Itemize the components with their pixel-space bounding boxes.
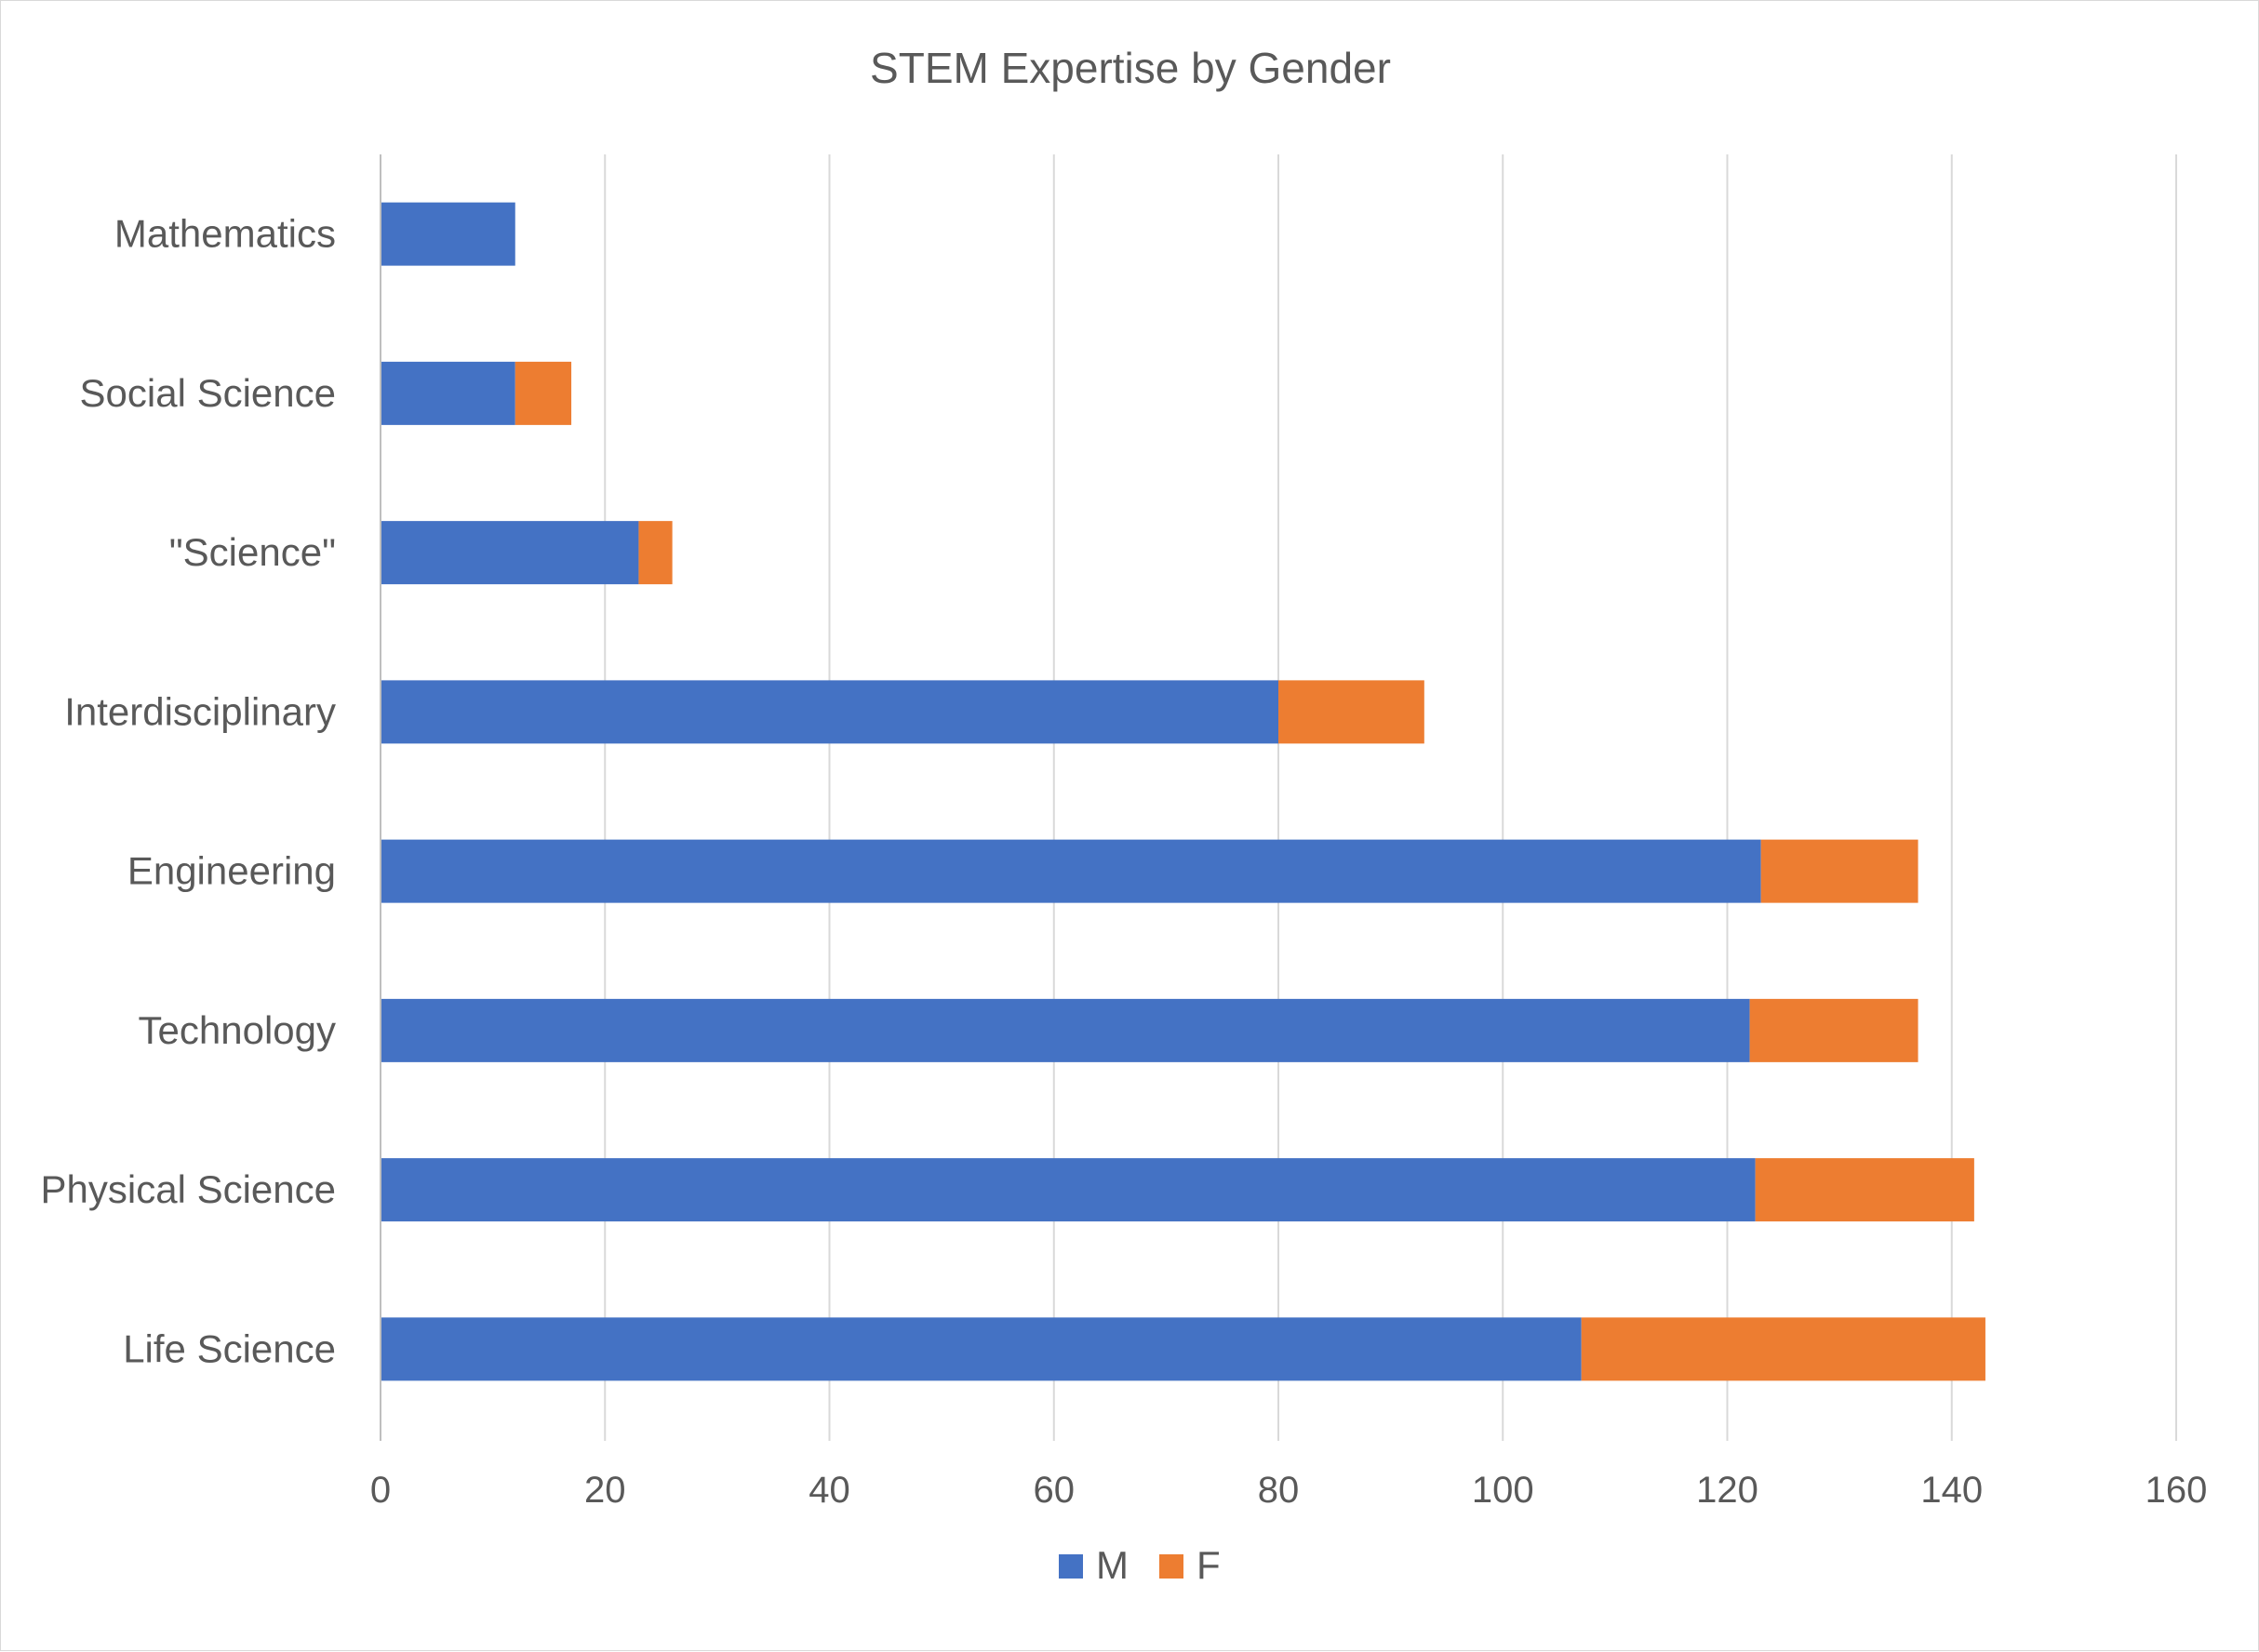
category-label: "Science" (169, 530, 336, 574)
category-label: Physical Science (41, 1167, 336, 1211)
legend-label-f: F (1196, 1543, 1221, 1587)
x-tick-label: 140 (1920, 1470, 1983, 1511)
x-tick-label: 40 (809, 1470, 850, 1511)
legend-swatch-f (1159, 1554, 1183, 1579)
bar-m-6 (381, 361, 515, 425)
category-label: Life Science (123, 1326, 336, 1370)
bar-f-1 (1755, 1158, 1974, 1222)
bar-m-3 (381, 839, 1761, 903)
bar-m-0 (381, 1317, 1582, 1381)
x-tick-label: 60 (1034, 1470, 1076, 1511)
category-label: Mathematics (114, 212, 336, 256)
category-label: Social Science (80, 371, 336, 415)
legend-label-m: M (1096, 1543, 1129, 1587)
bar-m-5 (381, 521, 639, 585)
legend-swatch-m (1059, 1554, 1083, 1579)
category-label: Engineering (127, 849, 336, 893)
x-tick-label: 160 (2145, 1470, 2208, 1511)
bar-f-2 (1749, 998, 1918, 1062)
chart-title: STEM Expertise by Gender (870, 44, 1391, 92)
bar-f-5 (638, 521, 673, 585)
bar-m-2 (381, 998, 1750, 1062)
bar-f-4 (1278, 680, 1424, 744)
category-label: Technology (139, 1008, 336, 1052)
x-tick-label: 120 (1696, 1470, 1758, 1511)
bar-m-1 (381, 1158, 1756, 1222)
bar-f-6 (515, 361, 572, 425)
x-tick-label: 80 (1258, 1470, 1300, 1511)
bar-m-7 (381, 202, 515, 266)
bar-m-4 (381, 680, 1278, 744)
bar-f-0 (1581, 1317, 1985, 1381)
gridlines (380, 154, 2177, 1441)
bar-f-3 (1760, 839, 1918, 903)
x-tick-label: 20 (584, 1470, 626, 1511)
bars (381, 202, 1985, 1381)
category-label: Interdisciplinary (64, 689, 336, 733)
x-tick-label: 100 (1472, 1470, 1534, 1511)
x-tick-label: 0 (370, 1470, 391, 1511)
axes: 0 20 40 60 80 100 120 140 160 Life Science Physica… (41, 154, 2208, 1511)
